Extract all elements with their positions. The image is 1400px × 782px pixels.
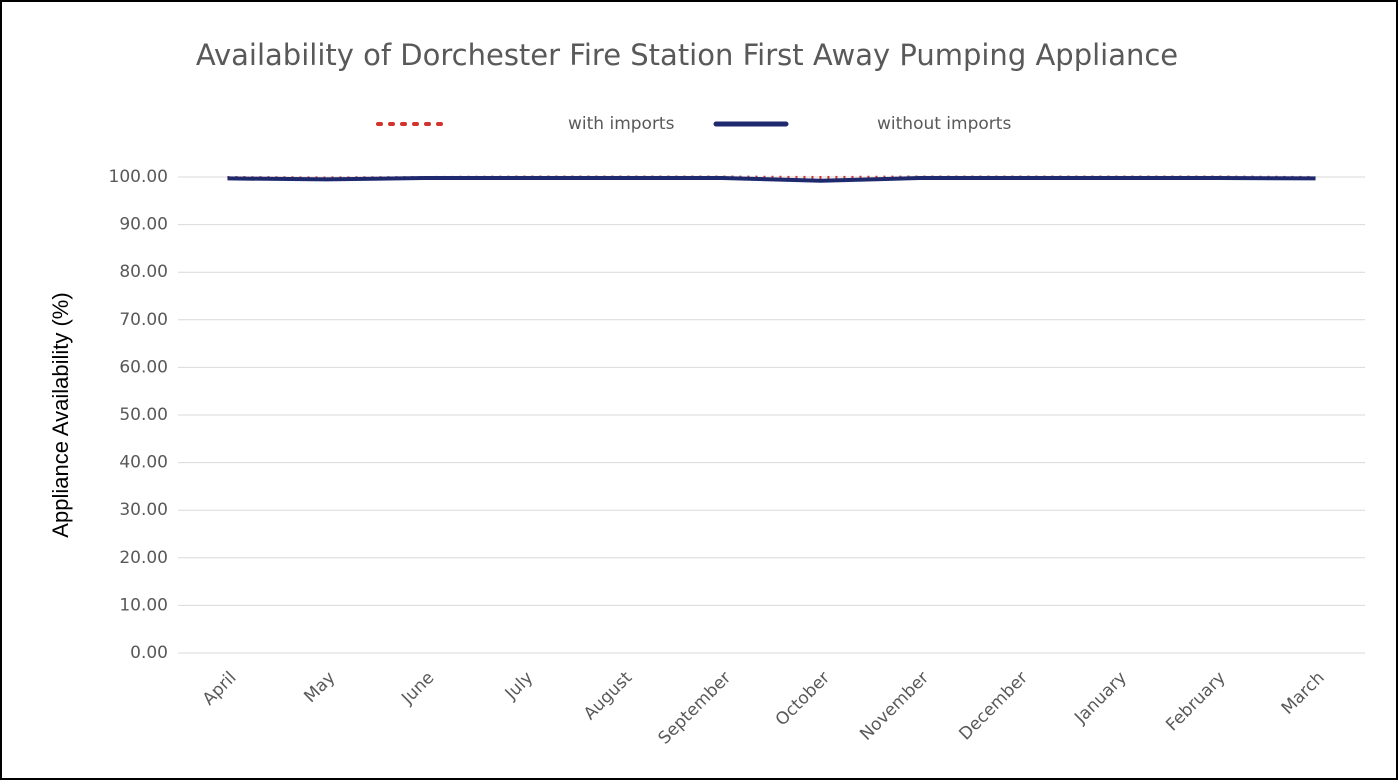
y-tick-label: 50.00 bbox=[119, 405, 168, 425]
y-tick-label: 100.00 bbox=[109, 167, 168, 187]
y-tick-label: 20.00 bbox=[119, 548, 168, 568]
y-tick-label: 90.00 bbox=[119, 215, 168, 235]
y-tick-label: 70.00 bbox=[119, 310, 168, 330]
y-tick-label: 60.00 bbox=[119, 357, 168, 377]
y-tick-label: 30.00 bbox=[119, 500, 168, 520]
y-axis-label: Appliance Availability (%) bbox=[48, 292, 73, 537]
chart-title: Availability of Dorchester Fire Station … bbox=[196, 38, 1178, 72]
y-tick-label: 10.00 bbox=[119, 595, 168, 615]
legend-label: with imports bbox=[568, 114, 675, 134]
series-line bbox=[227, 175, 1316, 183]
series-line bbox=[227, 175, 1316, 180]
y-tick-label: 0.00 bbox=[130, 643, 168, 663]
y-tick-label: 80.00 bbox=[119, 262, 168, 282]
y-tick-label: 40.00 bbox=[119, 453, 168, 473]
legend-label: without imports bbox=[877, 114, 1011, 134]
